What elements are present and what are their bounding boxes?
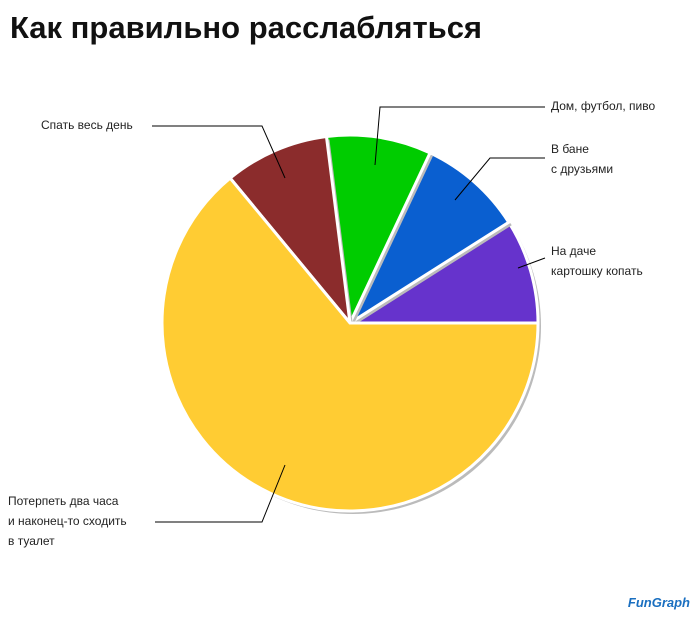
slice-label: Спать весь день <box>41 118 133 132</box>
slice-label: На даче картошку копать <box>551 244 643 278</box>
slice-label: В бане с друзьями <box>551 142 613 176</box>
leader-line <box>152 125 286 179</box>
leader-line <box>155 464 286 523</box>
leader-line <box>374 106 545 166</box>
slice-label: Потерпеть два часа и наконец-то сходить в … <box>8 494 127 548</box>
pie-slice <box>228 134 353 328</box>
slice-label: Дом, футбол, пиво <box>551 99 655 113</box>
pie-slice <box>160 176 540 513</box>
pie-slice <box>324 133 433 329</box>
leader-line <box>454 157 545 201</box>
chart-title: Как правильно расслабляться <box>10 10 482 45</box>
pie-slice <box>346 150 511 328</box>
source-logo: FunGraph <box>628 595 690 610</box>
leader-line <box>517 257 546 269</box>
